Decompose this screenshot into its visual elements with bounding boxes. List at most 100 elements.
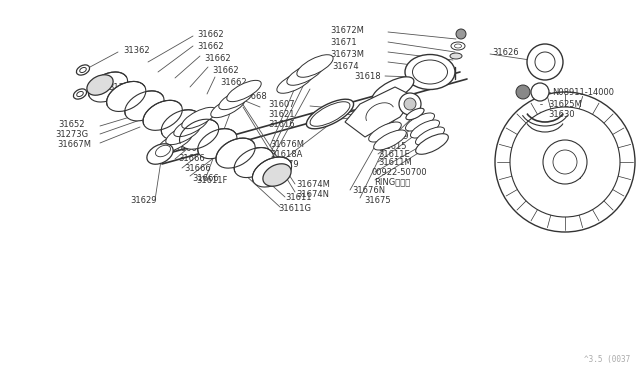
Text: N: N: [537, 87, 543, 96]
Text: 31616: 31616: [268, 119, 294, 128]
Ellipse shape: [179, 119, 219, 149]
Text: 31362: 31362: [123, 45, 150, 55]
Ellipse shape: [219, 89, 253, 110]
Circle shape: [531, 83, 549, 101]
Text: 31625M: 31625M: [548, 99, 582, 109]
Text: 31273G: 31273G: [55, 129, 88, 138]
Circle shape: [527, 44, 563, 80]
Text: 31617: 31617: [265, 170, 292, 179]
Text: 31676M: 31676M: [270, 140, 304, 148]
Text: 31630: 31630: [548, 109, 575, 119]
Ellipse shape: [405, 55, 455, 90]
Text: 31626: 31626: [492, 48, 518, 57]
Ellipse shape: [182, 108, 216, 129]
Text: 31666: 31666: [178, 154, 205, 163]
Ellipse shape: [166, 124, 200, 145]
Text: 31652: 31652: [58, 119, 84, 128]
Text: N08911-14000: N08911-14000: [552, 87, 614, 96]
Ellipse shape: [234, 148, 273, 177]
Ellipse shape: [174, 115, 208, 137]
Ellipse shape: [406, 108, 424, 120]
Circle shape: [404, 98, 416, 110]
Ellipse shape: [107, 81, 146, 112]
Text: 31674: 31674: [332, 61, 358, 71]
Circle shape: [495, 92, 635, 232]
Ellipse shape: [297, 55, 333, 77]
Ellipse shape: [147, 144, 173, 164]
Ellipse shape: [307, 99, 354, 129]
Ellipse shape: [406, 113, 435, 131]
Circle shape: [456, 29, 466, 39]
Text: 31611F: 31611F: [196, 176, 227, 185]
Text: 00922-50700: 00922-50700: [372, 167, 428, 176]
Text: 31611E: 31611E: [378, 150, 410, 158]
Text: 31679: 31679: [272, 160, 299, 169]
Ellipse shape: [413, 60, 447, 84]
Text: 31618A: 31618A: [270, 150, 302, 158]
Text: 31618: 31618: [354, 71, 381, 80]
Ellipse shape: [143, 100, 182, 130]
Ellipse shape: [277, 71, 313, 93]
Ellipse shape: [410, 120, 440, 138]
Ellipse shape: [252, 157, 292, 187]
Text: 31607: 31607: [268, 99, 294, 109]
Text: 31673M: 31673M: [330, 49, 364, 58]
Circle shape: [543, 140, 587, 184]
Text: 31662: 31662: [204, 54, 230, 62]
Ellipse shape: [88, 72, 127, 102]
Text: 31611G: 31611G: [278, 203, 311, 212]
Text: 31609: 31609: [382, 131, 408, 141]
Text: 31666: 31666: [184, 164, 211, 173]
Text: ^3.5 (0037: ^3.5 (0037: [584, 355, 630, 364]
Ellipse shape: [198, 129, 237, 159]
Ellipse shape: [263, 164, 291, 186]
Circle shape: [535, 52, 555, 72]
Ellipse shape: [87, 75, 113, 95]
Text: 31611M: 31611M: [378, 157, 412, 167]
Text: 31666: 31666: [192, 173, 219, 183]
Text: 31672M: 31672M: [330, 26, 364, 35]
Ellipse shape: [450, 53, 462, 59]
Text: 31666: 31666: [170, 144, 196, 153]
Text: 31671: 31671: [330, 38, 356, 46]
Ellipse shape: [80, 67, 86, 73]
Text: 31662: 31662: [220, 77, 246, 87]
Circle shape: [553, 150, 577, 174]
Circle shape: [510, 107, 620, 217]
Ellipse shape: [156, 145, 170, 157]
Text: 31662: 31662: [197, 29, 223, 38]
Text: 31611: 31611: [285, 192, 312, 202]
Text: 31674N: 31674N: [296, 189, 329, 199]
Text: 31676N: 31676N: [352, 186, 385, 195]
Ellipse shape: [372, 77, 414, 103]
Ellipse shape: [310, 102, 350, 126]
Ellipse shape: [415, 134, 449, 154]
Ellipse shape: [287, 63, 323, 85]
Ellipse shape: [161, 110, 200, 140]
Text: 31662: 31662: [197, 42, 223, 51]
Polygon shape: [345, 87, 415, 137]
Ellipse shape: [77, 92, 83, 97]
Text: 31511M: 31511M: [548, 171, 582, 180]
Ellipse shape: [374, 130, 406, 150]
Text: RINGリング: RINGリング: [374, 177, 410, 186]
Text: 31615: 31615: [380, 141, 406, 151]
Text: 31621: 31621: [268, 109, 294, 119]
Ellipse shape: [454, 44, 461, 48]
Circle shape: [516, 85, 530, 99]
Text: 31675: 31675: [364, 196, 390, 205]
Text: 31629: 31629: [130, 196, 157, 205]
Text: 31668: 31668: [240, 92, 267, 100]
Ellipse shape: [158, 131, 192, 153]
Text: 31662: 31662: [212, 65, 239, 74]
Ellipse shape: [227, 80, 261, 102]
Ellipse shape: [125, 91, 164, 121]
Ellipse shape: [211, 96, 245, 118]
Ellipse shape: [76, 65, 90, 75]
Text: 31667M: 31667M: [57, 140, 91, 148]
Ellipse shape: [451, 42, 465, 50]
Circle shape: [399, 93, 421, 115]
Text: 31674M: 31674M: [296, 180, 330, 189]
Ellipse shape: [74, 89, 86, 99]
Ellipse shape: [216, 138, 255, 168]
